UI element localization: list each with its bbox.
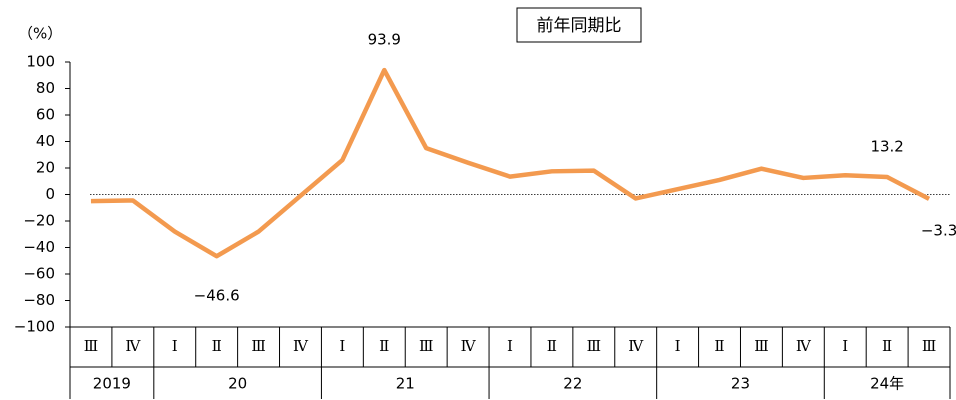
- x-tick-label: Ⅳ: [125, 337, 141, 355]
- title-box: [516, 7, 642, 43]
- y-tick-label: 100: [26, 53, 55, 71]
- group-label: 23: [731, 375, 750, 393]
- x-tick-label: Ⅲ: [251, 337, 265, 355]
- y-tick-label: 80: [36, 79, 55, 97]
- group-label: 24年: [870, 375, 904, 393]
- y-tick-label: −80: [23, 291, 55, 309]
- chart-title: 前年同期比: [537, 16, 622, 36]
- x-tick-label: Ⅱ: [379, 337, 389, 355]
- x-tick-label: Ⅲ: [419, 337, 433, 355]
- x-tick-label: Ⅳ: [293, 337, 309, 355]
- y-tick-label: 0: [45, 185, 55, 203]
- x-tick-label: Ⅱ: [212, 337, 222, 355]
- x-tick-label: Ⅳ: [796, 337, 812, 355]
- data-label: 93.9: [368, 31, 401, 49]
- x-tick-label: Ⅰ: [339, 337, 345, 355]
- x-tick-label: Ⅰ: [842, 337, 848, 355]
- y-tick-label: −100: [14, 318, 55, 336]
- group-label: 22: [563, 375, 582, 393]
- y-tick-label: 40: [36, 132, 55, 150]
- x-tick-label: Ⅲ: [587, 337, 601, 355]
- x-tick-label: Ⅰ: [507, 337, 513, 355]
- y-tick-label: −20: [23, 212, 55, 230]
- x-tick-label: Ⅲ: [754, 337, 768, 355]
- group-label: 2019: [93, 375, 131, 393]
- data-label: −46.6: [194, 287, 240, 305]
- x-tick-label: Ⅳ: [461, 337, 477, 355]
- x-tick-label: Ⅲ: [84, 337, 98, 355]
- data-label: 13.2: [870, 138, 903, 156]
- data-label: −3.3: [921, 221, 956, 239]
- x-tick-label: Ⅰ: [172, 337, 178, 355]
- group-label: 20: [228, 375, 247, 393]
- group-label: 21: [396, 375, 415, 393]
- y-tick-label: −40: [23, 238, 55, 256]
- x-tick-label: Ⅳ: [628, 337, 644, 355]
- y-axis-label: （%）: [18, 25, 62, 43]
- x-tick-label: Ⅱ: [547, 337, 557, 355]
- y-tick-label: 20: [36, 159, 55, 177]
- x-tick-label: Ⅱ: [714, 337, 724, 355]
- y-tick-label: 60: [36, 106, 55, 124]
- x-tick-label: Ⅲ: [922, 337, 936, 355]
- y-tick-label: −60: [23, 265, 55, 283]
- x-tick-label: Ⅱ: [882, 337, 892, 355]
- x-tick-label: Ⅰ: [675, 337, 681, 355]
- series-line: [90, 67, 931, 259]
